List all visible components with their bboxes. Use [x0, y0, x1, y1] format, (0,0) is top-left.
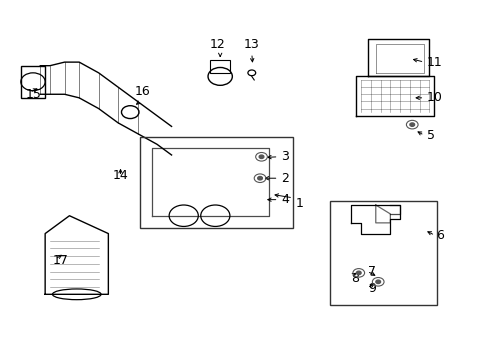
Bar	[21, 66, 45, 98]
Bar	[140, 137, 292, 228]
Circle shape	[375, 280, 380, 284]
Circle shape	[356, 271, 360, 275]
Text: 2: 2	[281, 172, 288, 185]
Circle shape	[257, 176, 262, 180]
Text: 10: 10	[426, 91, 442, 104]
Text: 11: 11	[426, 55, 442, 69]
Bar	[329, 202, 436, 305]
Text: 17: 17	[52, 254, 68, 267]
Text: 5: 5	[426, 129, 434, 142]
Circle shape	[409, 123, 414, 126]
Text: 7: 7	[368, 265, 376, 278]
Text: 9: 9	[368, 283, 376, 296]
Text: 1: 1	[295, 197, 303, 210]
Circle shape	[259, 155, 264, 158]
Text: 12: 12	[209, 39, 225, 51]
Text: 6: 6	[436, 229, 444, 242]
Text: 3: 3	[281, 150, 288, 163]
Text: 16: 16	[134, 85, 150, 98]
Text: 13: 13	[244, 39, 259, 51]
Text: 4: 4	[281, 193, 288, 206]
Text: 8: 8	[351, 272, 359, 285]
Text: 15: 15	[26, 88, 41, 101]
Text: 14: 14	[112, 169, 128, 182]
Bar	[210, 60, 229, 73]
